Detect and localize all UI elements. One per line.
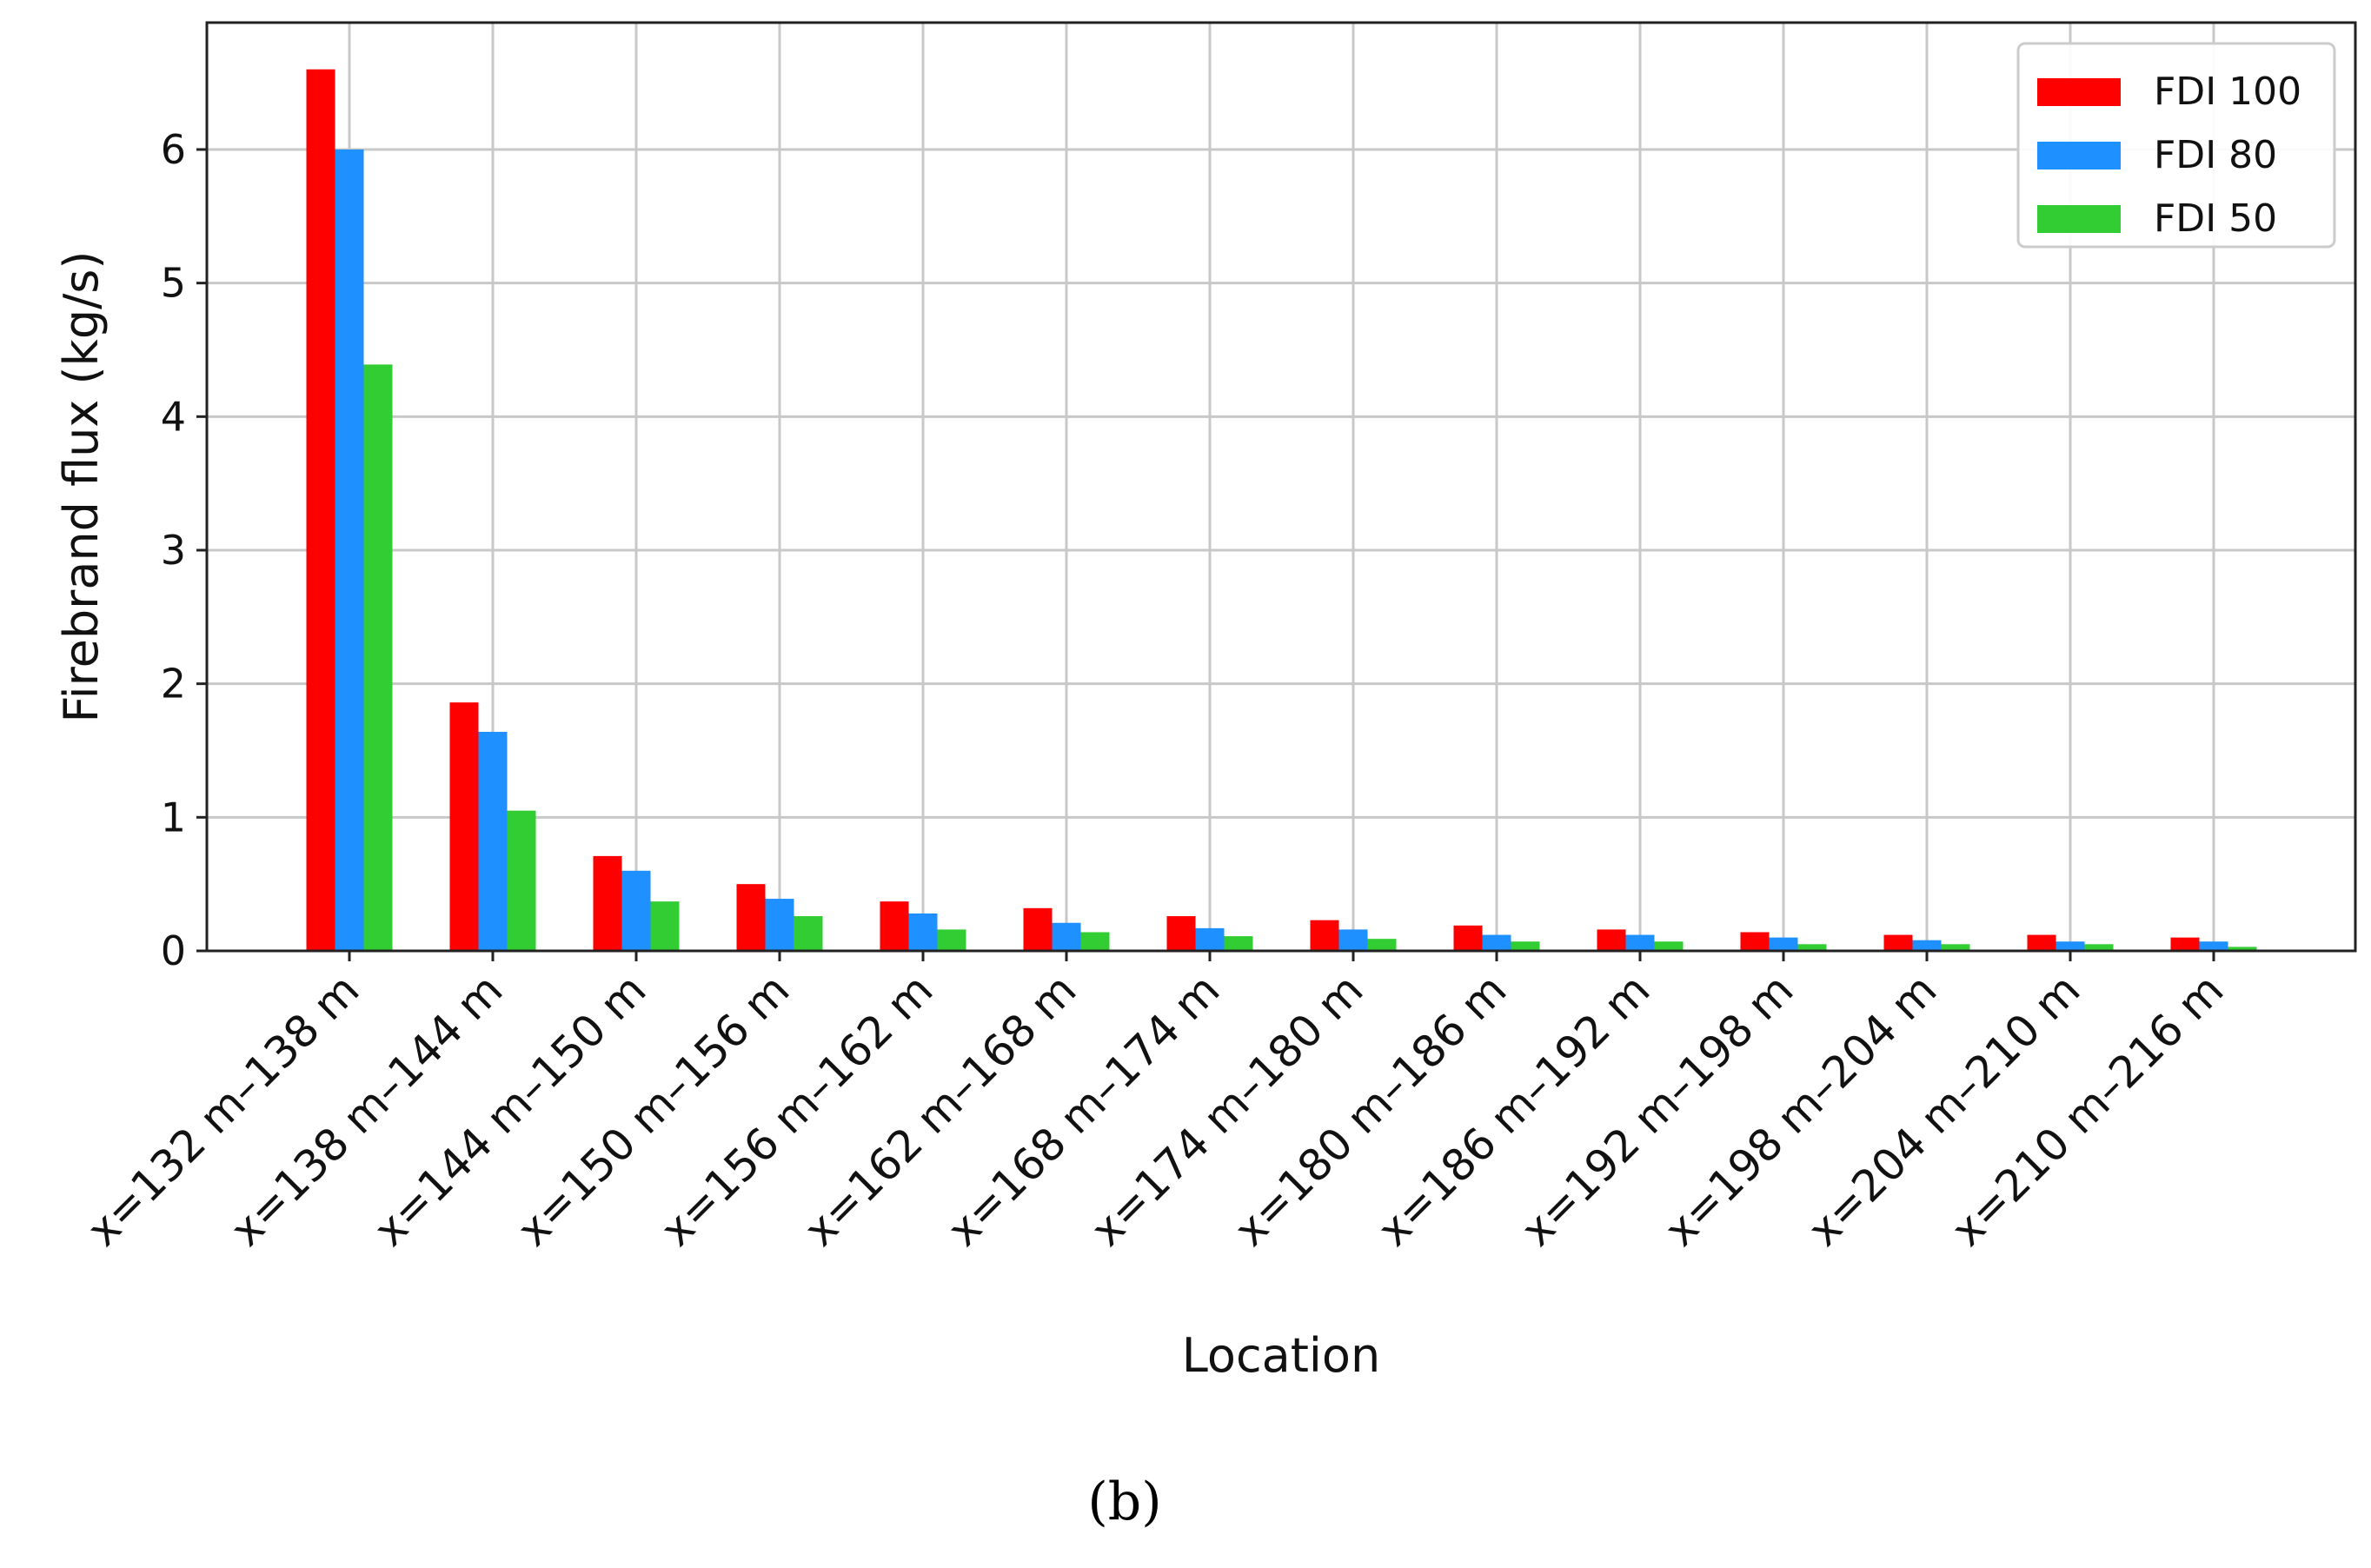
grid-lines bbox=[207, 23, 2355, 951]
bar-fdi-100 bbox=[1883, 934, 1913, 951]
bar-fdi-50 bbox=[1367, 939, 1397, 951]
bars bbox=[306, 69, 2257, 952]
bar-fdi-80 bbox=[1769, 937, 1798, 951]
bar-fdi-100 bbox=[2170, 937, 2200, 951]
bar-fdi-100 bbox=[1453, 925, 1483, 951]
bar-fdi-80 bbox=[1052, 922, 1081, 951]
bar-fdi-50 bbox=[2084, 944, 2114, 951]
y-tick-label: 1 bbox=[161, 794, 186, 840]
bar-fdi-100 bbox=[306, 69, 335, 951]
bar-fdi-80 bbox=[478, 731, 508, 951]
bar-fdi-100 bbox=[449, 702, 479, 951]
bar-fdi-50 bbox=[1797, 944, 1827, 951]
bar-fdi-50 bbox=[363, 364, 393, 951]
panel-label: (b) bbox=[1087, 1472, 1161, 1532]
bar-fdi-50 bbox=[650, 901, 680, 951]
bar-fdi-80 bbox=[908, 913, 938, 951]
bar-fdi-80 bbox=[765, 899, 794, 951]
plot-frame bbox=[205, 21, 2357, 953]
bar-fdi-100 bbox=[1310, 920, 1339, 951]
bar-fdi-100 bbox=[880, 901, 909, 951]
y-tick-label: 4 bbox=[161, 393, 186, 440]
y-tick-label: 3 bbox=[161, 527, 186, 574]
bar-fdi-100 bbox=[2027, 934, 2056, 951]
x-axis-title: Location bbox=[1182, 1328, 1380, 1383]
bar-fdi-80 bbox=[2056, 941, 2085, 951]
bar-fdi-100 bbox=[593, 855, 622, 951]
legend-swatch bbox=[2037, 78, 2121, 106]
bar-fdi-50 bbox=[794, 916, 823, 951]
bar-fdi-50 bbox=[937, 929, 966, 951]
bar-fdi-80 bbox=[621, 870, 651, 951]
bar-fdi-50 bbox=[1941, 944, 1970, 951]
bar-fdi-100 bbox=[736, 884, 766, 951]
y-tick-label: 5 bbox=[161, 260, 186, 307]
bar-fdi-80 bbox=[1625, 934, 1655, 951]
bar-fdi-80 bbox=[1912, 940, 1942, 951]
bar-fdi-80 bbox=[1338, 929, 1368, 951]
bar-fdi-100 bbox=[1740, 932, 1770, 951]
bar-fdi-50 bbox=[1511, 941, 1540, 951]
bar-fdi-50 bbox=[2228, 947, 2257, 951]
bar-fdi-80 bbox=[2199, 941, 2228, 951]
y-tick-label: 6 bbox=[161, 126, 186, 173]
bar-fdi-100 bbox=[1166, 916, 1196, 951]
legend-label: FDI 50 bbox=[2154, 196, 2277, 241]
bar-fdi-100 bbox=[1597, 929, 1626, 951]
y-tick-label: 2 bbox=[161, 661, 186, 708]
bar-fdi-80 bbox=[1195, 927, 1225, 951]
bar-fdi-50 bbox=[1224, 936, 1253, 951]
bar-fdi-50 bbox=[1080, 932, 1110, 951]
bar-fdi-100 bbox=[1023, 907, 1053, 951]
y-axis-title: Firebrand flux (kg/s) bbox=[54, 251, 109, 723]
legend-label: FDI 80 bbox=[2154, 133, 2277, 177]
legend-label: FDI 100 bbox=[2154, 70, 2301, 114]
legend: FDI 100 FDI 80 FDI 50 bbox=[2016, 42, 2336, 249]
legend-swatch bbox=[2037, 205, 2121, 233]
y-tick-label: 0 bbox=[161, 927, 186, 974]
bar-fdi-80 bbox=[335, 149, 364, 952]
bar-fdi-50 bbox=[507, 810, 536, 951]
bar-fdi-80 bbox=[1482, 934, 1511, 951]
bar-fdi-50 bbox=[1654, 941, 1684, 951]
legend-swatch bbox=[2037, 142, 2121, 169]
